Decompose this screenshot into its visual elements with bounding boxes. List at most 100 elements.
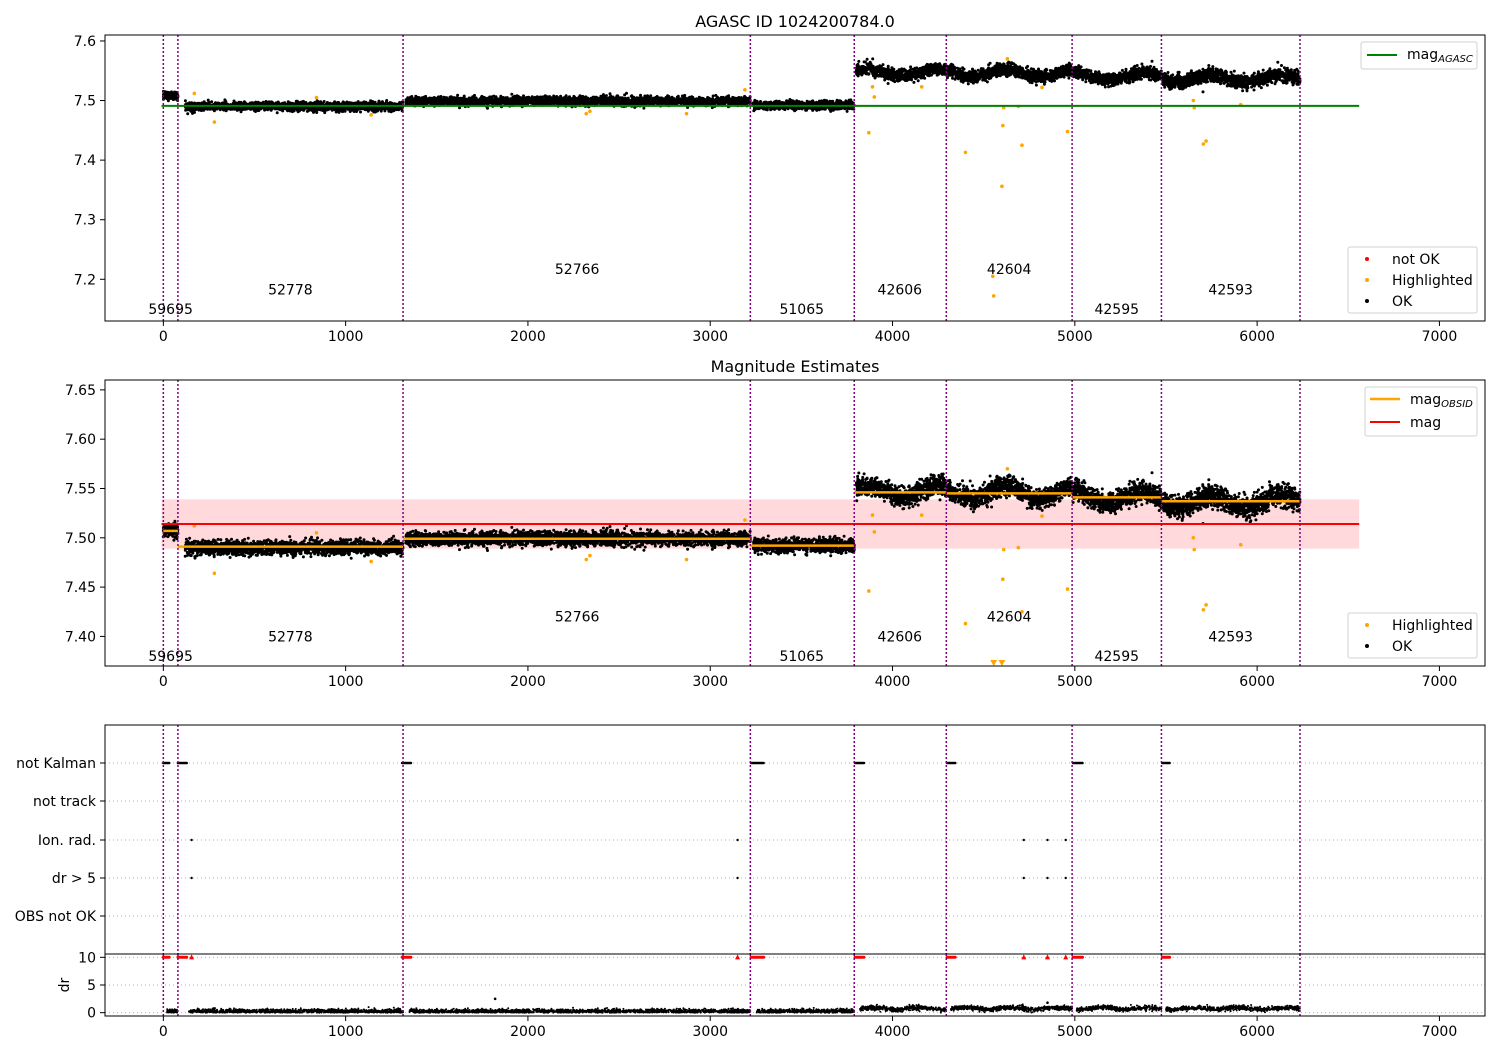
ok-points-42606: [854, 57, 948, 85]
highlighted-point: [588, 553, 592, 558]
highlighted-point: [684, 557, 689, 562]
legend-agasc-line: magAGASC: [1360, 41, 1478, 70]
axes-frame-magnitude: [104, 379, 1486, 667]
highlighted-point: [1201, 607, 1206, 612]
highlighted-point: [872, 95, 877, 99]
obsid-label: 52766: [555, 610, 600, 626]
legend-magnitude-points: Highlighted OK: [1347, 612, 1478, 659]
x-tick-label: 5000: [1057, 674, 1093, 690]
legend-box: [1347, 612, 1478, 659]
chart-title-magnitude: Magnitude Estimates: [711, 357, 880, 376]
x-tick-label: 5000: [1057, 1024, 1093, 1040]
highlighted-point: [991, 294, 996, 298]
dr-ok-points: [859, 1003, 947, 1014]
dr-ok-points: [1165, 1003, 1301, 1014]
highlighted-point: [1040, 514, 1044, 518]
y-tick-label: 0: [87, 1006, 96, 1022]
x-tick-label: 6000: [1239, 674, 1275, 690]
legend-label-mag-agasc: magAGASC: [1407, 47, 1473, 65]
dr5-point: [736, 876, 739, 880]
dr-ok-points: [949, 1003, 1074, 1014]
plot-area-flags: [105, 725, 1485, 954]
obsid-label: 52778: [268, 629, 313, 645]
x-tick-label: 3000: [692, 1024, 728, 1040]
panel-agasc: AGASC ID 1024200784.0 0 1000 2000 3000 4000 5…: [74, 12, 1486, 345]
legend-label-not-ok: not OK: [1392, 252, 1440, 268]
legend-label-mag: mag: [1410, 415, 1441, 431]
ok-points-42604: [945, 473, 1074, 514]
highlighted-point: [1001, 123, 1005, 128]
ok-points-52778: [183, 534, 405, 560]
highlighted-point: [1204, 139, 1208, 143]
dr-ok-points: [755, 1006, 856, 1014]
highlighted-point: [588, 109, 592, 114]
obsid-label: 42593: [1208, 629, 1253, 645]
highlighted-point: [870, 85, 875, 89]
highlighted-point: [1191, 535, 1196, 540]
x-tick-label: 2000: [510, 1024, 546, 1040]
dr-ok-points: [188, 1006, 405, 1014]
y-tick-label: 10: [78, 950, 96, 966]
highlighted-point: [1001, 577, 1005, 582]
highlighted-point: [867, 130, 871, 135]
x-tick-label: 1000: [328, 674, 364, 690]
obsid-label: 52778: [268, 282, 313, 298]
plot-area-dr: [105, 954, 1485, 1016]
x-tick-label: 0: [159, 674, 168, 690]
ion-rad-point: [1064, 838, 1067, 842]
x-tick-label: 1000: [328, 1024, 364, 1040]
highlighted-point: [919, 85, 924, 89]
x-tick-label: 4000: [875, 329, 911, 345]
highlighted-point: [192, 524, 197, 528]
highlighted-point: [1204, 603, 1208, 607]
legend-marker-ok: [1365, 644, 1369, 648]
flag-category-label: Ion. rad.: [38, 833, 96, 849]
dr-ok-points: [408, 1006, 752, 1014]
dr-not-ok-marker: [189, 954, 195, 960]
obsid-label: 42593: [1208, 282, 1253, 298]
obsid-label: 42604: [987, 262, 1032, 278]
y-tick-label: 7.2: [74, 272, 96, 288]
highlighted-point: [584, 557, 589, 562]
y-tick-label: 7.3: [74, 213, 96, 229]
axes-agasc: 0 1000 2000 3000 4000 5000 6000 7000 7.2 7.3 7.4 7.…: [74, 34, 1458, 345]
ok-points-42604: [945, 60, 1074, 87]
ion-rad-point: [190, 838, 193, 842]
highlighted-point: [1192, 547, 1197, 552]
ion-rad-point: [1022, 838, 1025, 842]
panel-magnitude-estimates: Magnitude Estimates 0 1000 2000 3000 4000 500…: [65, 357, 1486, 690]
y-tick-label: 7.40: [65, 629, 96, 645]
highlighted-point: [1005, 466, 1010, 471]
x-tick-label: 6000: [1239, 1024, 1275, 1040]
highlighted-point: [870, 513, 875, 517]
highlighted-point: [212, 120, 217, 124]
highlighted-point: [684, 111, 689, 116]
ion-rad-point: [736, 838, 739, 842]
y-tick-label: 7.60: [65, 432, 96, 448]
x-tick-label: 5000: [1057, 329, 1093, 345]
y-axis-label-dr: dr: [57, 977, 73, 992]
dr-not-ok-marker: [1063, 954, 1069, 960]
panel-dr: 0 1000 2000 3000 4000 5000 6000 7000 0 5 10 dr: [57, 950, 1486, 1040]
x-tick-label: 4000: [875, 1024, 911, 1040]
obsid-label: 52766: [555, 262, 600, 278]
x-tick-label: 6000: [1239, 329, 1275, 345]
highlighted-point: [192, 91, 197, 96]
obsid-label: 42595: [1094, 649, 1139, 665]
dr5-point: [190, 876, 193, 880]
highlighted-point: [369, 559, 373, 564]
axes-flags: not Kalman not track Ion. rad. dr > 5 OBS no…: [15, 756, 105, 925]
highlighted-point: [1065, 587, 1070, 591]
obsid-label: 42606: [878, 629, 923, 645]
y-tick-label: 7.50: [65, 531, 96, 547]
highlighted-point: [1005, 57, 1010, 61]
highlighted-point: [867, 589, 871, 593]
obsid-label: 51065: [779, 302, 824, 318]
highlighted-point: [1065, 129, 1070, 134]
flag-category-label: OBS not OK: [15, 909, 97, 925]
highlighted-point: [369, 113, 373, 117]
ok-points-42595: [1071, 471, 1163, 516]
x-tick-label: 0: [159, 1024, 168, 1040]
highlighted-point: [743, 518, 747, 522]
